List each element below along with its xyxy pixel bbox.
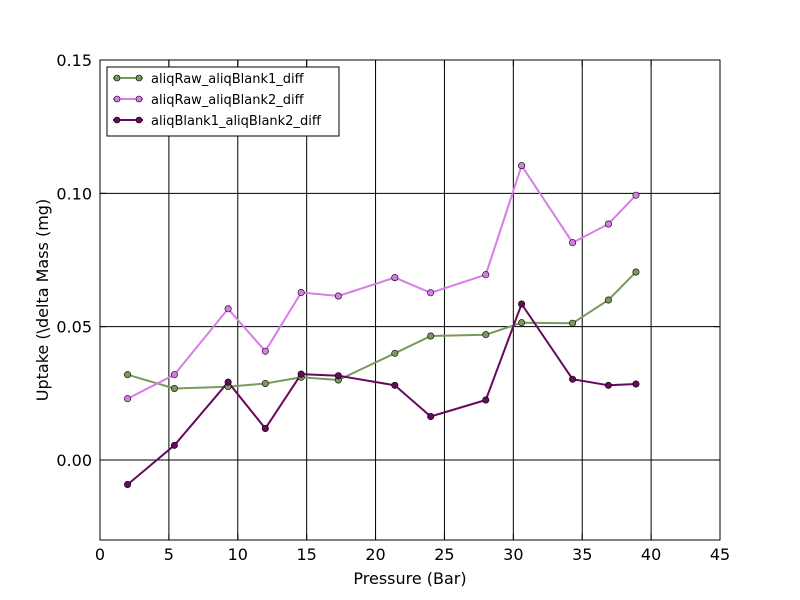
data-point [261, 379, 269, 387]
data-point [632, 268, 640, 276]
data-point [604, 381, 612, 389]
series-points [124, 162, 640, 489]
data-point [124, 395, 132, 403]
x-tick-label: 5 [164, 545, 174, 564]
x-tick-label: 15 [296, 545, 316, 564]
x-tick-label: 20 [365, 545, 385, 564]
data-point [569, 375, 577, 383]
legend-label: aliqBlank1_aliqBlank2_diff [151, 114, 322, 129]
axis-ticks: 0 5 10 15 20 25 30 35 40 45 0.00 0.05 0.10 0.15 [56, 51, 730, 564]
x-tick-label: 40 [641, 545, 661, 564]
data-point [632, 380, 640, 388]
legend-marker [135, 74, 143, 82]
data-point [518, 319, 526, 327]
data-point [170, 371, 178, 379]
data-point [124, 481, 132, 489]
y-axis-label: Uptake (\delta Mass (mg) [33, 199, 52, 401]
data-point [297, 370, 305, 378]
data-point [261, 425, 269, 433]
y-tick-label: 0.00 [56, 451, 92, 470]
legend-label: aliqRaw_aliqBlank1_diff [151, 72, 305, 87]
data-point [224, 378, 232, 386]
data-point [391, 274, 399, 282]
legend-marker [135, 95, 143, 103]
legend-marker [113, 74, 121, 82]
data-point [482, 396, 490, 404]
data-point [124, 371, 132, 379]
data-point [518, 300, 526, 308]
data-point [569, 239, 577, 247]
x-tick-label: 10 [228, 545, 248, 564]
legend: aliqRaw_aliqBlank1_diff aliqRaw_aliqBlank… [106, 66, 340, 137]
data-point [569, 319, 577, 327]
data-point [170, 441, 178, 449]
grid [100, 60, 720, 540]
y-tick-label: 0.05 [56, 318, 92, 337]
legend-marker [113, 95, 121, 103]
x-axis-label: Pressure (Bar) [353, 569, 466, 588]
x-tick-label: 35 [572, 545, 592, 564]
data-point [334, 372, 342, 380]
data-point [170, 385, 178, 393]
data-point [518, 162, 526, 170]
data-point [482, 331, 490, 339]
x-tick-label: 30 [503, 545, 523, 564]
x-tick-label: 0 [95, 545, 105, 564]
legend-box [106, 66, 340, 137]
legend-marker [113, 116, 121, 124]
x-tick-label: 45 [710, 545, 730, 564]
legend-marker [135, 116, 143, 124]
data-point [261, 347, 269, 355]
data-point [391, 381, 399, 389]
data-point [391, 349, 399, 357]
data-point [482, 271, 490, 279]
data-point [297, 289, 305, 297]
data-point [427, 413, 435, 421]
y-tick-label: 0.10 [56, 184, 92, 203]
data-point [632, 191, 640, 199]
data-point [427, 332, 435, 340]
x-tick-label: 25 [434, 545, 454, 564]
data-point [224, 305, 232, 313]
data-point [604, 220, 612, 228]
data-point [604, 296, 612, 304]
y-tick-label: 0.15 [56, 51, 92, 70]
plot-frame [99, 59, 721, 541]
legend-label: aliqRaw_aliqBlank2_diff [151, 93, 305, 108]
data-point [427, 289, 435, 297]
data-point [334, 292, 342, 300]
